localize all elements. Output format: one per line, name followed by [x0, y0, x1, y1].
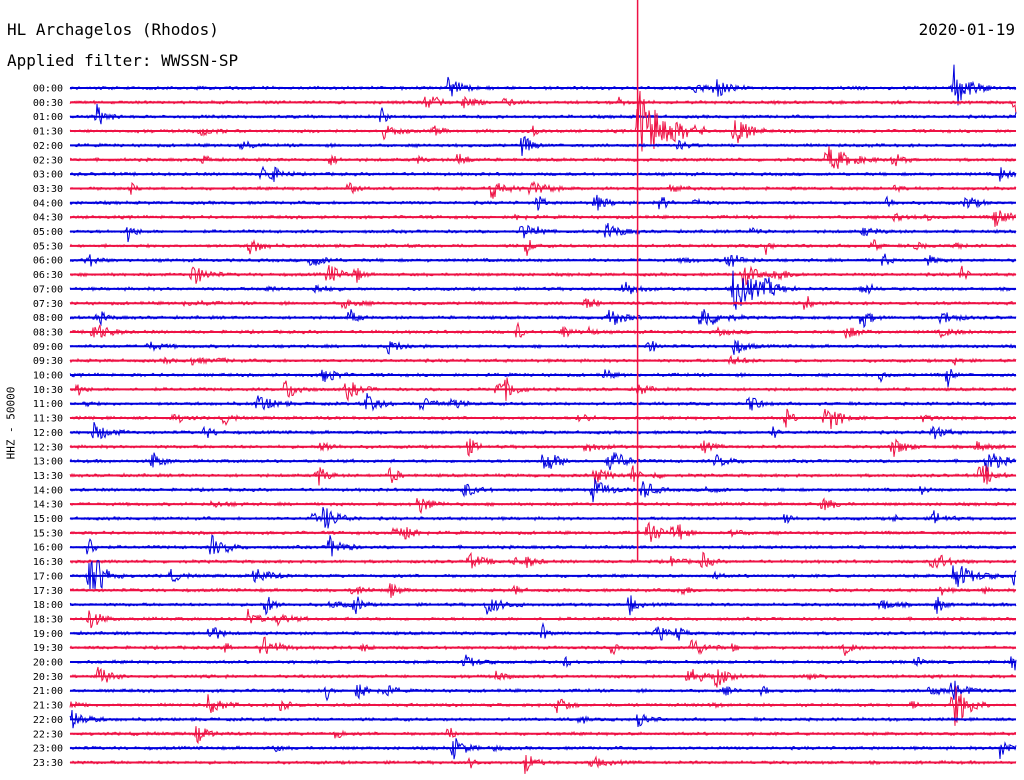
trace-row-0830 [69, 321, 1017, 339]
trace-row-1930 [69, 636, 1017, 656]
time-tick-label: 00:00 [33, 84, 63, 95]
trace-row-2330 [69, 754, 1017, 774]
time-tick-label: 11:00 [33, 399, 63, 410]
time-tick-label: 21:00 [33, 686, 63, 697]
time-tick-label: 06:30 [33, 270, 63, 281]
date-label: 2020-01-19 [918, 20, 1015, 39]
trace-row-0000 [69, 64, 1017, 106]
time-tick-label: 05:00 [33, 227, 63, 238]
time-tick-label: 18:30 [33, 614, 63, 625]
time-tick-label: 04:30 [33, 213, 63, 224]
time-tick-label: 16:30 [33, 557, 63, 568]
time-tick-label: 09:00 [33, 342, 63, 353]
time-tick-label: 01:30 [33, 127, 63, 138]
time-tick-label: 14:30 [33, 500, 63, 511]
trace-row-1400 [69, 477, 1017, 503]
station-title: HL Archagelos (Rhodos) [7, 20, 219, 39]
trace-row-1630 [69, 551, 1017, 569]
time-tick-label: 23:00 [33, 744, 63, 755]
time-tick-label: 08:30 [33, 327, 63, 338]
time-tick-label: 18:00 [33, 600, 63, 611]
time-tick-label: 12:00 [33, 428, 63, 439]
trace-row-0230 [69, 146, 1017, 169]
filter-label: Applied filter: WWSSN-SP [7, 51, 239, 70]
time-tick-label: 02:00 [33, 141, 63, 152]
time-tick-label: 03:30 [33, 184, 63, 195]
trace-row-0330 [69, 180, 1017, 199]
time-tick-label: 06:00 [33, 256, 63, 267]
time-tick-label: 23:30 [33, 758, 63, 769]
time-tick-label: 02:30 [33, 155, 63, 166]
time-tick-label: 12:30 [33, 442, 63, 453]
time-tick-label: 10:00 [33, 371, 63, 382]
time-tick-label: 15:00 [33, 514, 63, 525]
time-tick-label: 20:30 [33, 672, 63, 683]
trace-row-0100 [69, 103, 1017, 125]
trace-row-0530 [69, 238, 1017, 256]
time-tick-label: 07:00 [33, 284, 63, 295]
time-tick-label: 11:30 [33, 414, 63, 425]
time-tick-label: 22:30 [33, 729, 63, 740]
time-tick-label: 20:00 [33, 658, 63, 669]
time-tick-label: 21:30 [33, 701, 63, 712]
time-tick-label: 13:00 [33, 457, 63, 468]
time-tick-label: 13:30 [33, 471, 63, 482]
time-tick-label: 04:00 [33, 198, 63, 209]
time-tick-label: 19:00 [33, 629, 63, 640]
time-tick-label: 17:30 [33, 586, 63, 597]
time-tick-label: 22:00 [33, 715, 63, 726]
time-tick-label: 03:00 [33, 170, 63, 181]
time-tick-label: 07:30 [33, 299, 63, 310]
time-tick-label: 15:30 [33, 528, 63, 539]
time-tick-label: 19:30 [33, 643, 63, 654]
time-tick-label: 10:30 [33, 385, 63, 396]
trace-row-0030 [69, 95, 1017, 114]
time-tick-label: 09:30 [33, 356, 63, 367]
time-tick-label: 14:00 [33, 485, 63, 496]
trace-row-1600 [69, 534, 1017, 557]
trace-row-1900 [69, 622, 1017, 641]
time-tick-label: 08:00 [33, 313, 63, 324]
trace-row-0500 [69, 222, 1017, 243]
trace-row-1200 [69, 422, 1017, 440]
time-tick-label: 16:00 [33, 543, 63, 554]
trace-row-1100 [69, 392, 1017, 412]
trace-row-0630 [70, 264, 1017, 290]
time-tick-label: 17:00 [33, 571, 63, 582]
time-tick-label: 05:30 [33, 241, 63, 252]
trace-row-0430 [69, 210, 1017, 227]
trace-row-1000 [69, 368, 1017, 388]
trace-row-0900 [69, 339, 1017, 355]
trace-row-1430 [69, 497, 1017, 515]
time-tick-label: 00:30 [33, 98, 63, 109]
time-tick-label: 01:00 [33, 112, 63, 123]
